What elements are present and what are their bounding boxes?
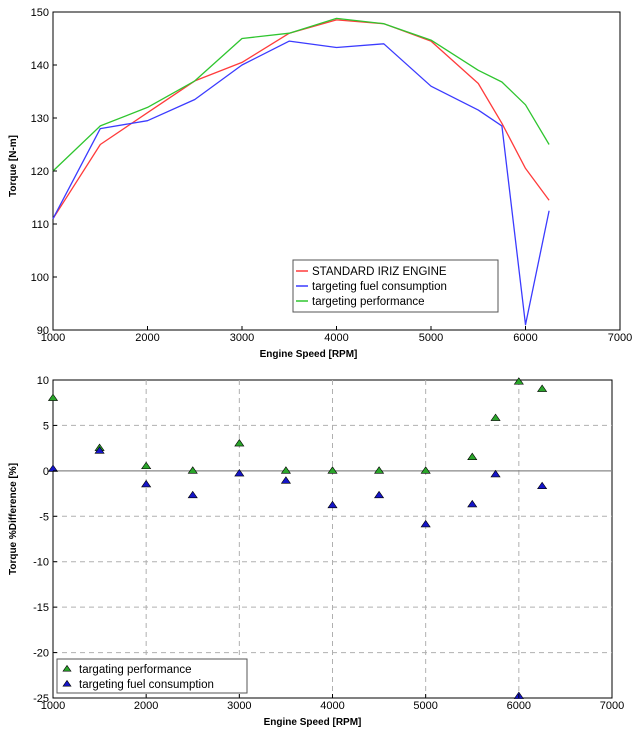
y-tick-label: 120 <box>31 166 49 178</box>
torque-y-ticks: 90 100 110 120 130 140 150 <box>31 7 57 337</box>
x-tick-label: 3000 <box>230 332 254 344</box>
torque-series-lines <box>52 17 550 326</box>
x-tick-label: 4000 <box>324 332 348 344</box>
difference-points <box>47 377 548 699</box>
difference-x-axis-label: Engine Speed [RPM] <box>264 717 362 728</box>
difference-legend-box <box>56 658 248 694</box>
x-tick-label: 7000 <box>608 332 632 344</box>
torque-x-ticks: 1000 2000 3000 4000 5000 6000 7000 <box>41 326 632 344</box>
legend-marker-performance <box>62 664 72 672</box>
x-tick-label: 4000 <box>320 700 344 712</box>
y-tick-label: 90 <box>37 325 49 337</box>
performance-point <box>537 384 548 392</box>
x-tick-label: 7000 <box>600 700 624 712</box>
x-tick-label: 2000 <box>135 332 159 344</box>
performance-point <box>47 393 59 401</box>
torque-legend: STANDARD IRIZ ENGINE targeting fuel cons… <box>292 259 499 313</box>
performance-point <box>513 377 524 385</box>
performance-series-line <box>52 17 550 172</box>
performance-point <box>141 461 152 470</box>
legend-label-performance: targeting performance <box>312 296 425 308</box>
legend-marker-fuel <box>62 679 72 687</box>
legend-label-performance: targating performance <box>79 664 192 676</box>
difference-y-axis-label: Torque %Difference [%] <box>8 463 19 575</box>
legend-label-fuel: targeting fuel consumption <box>79 679 214 691</box>
fuel-point <box>537 481 548 490</box>
fuel-point <box>94 446 105 454</box>
fuel-point <box>280 476 291 484</box>
fuel-point <box>420 519 431 528</box>
performance-point <box>467 452 478 460</box>
performance-point <box>374 466 385 474</box>
legend-label-fuel: targeting fuel consumption <box>312 281 447 293</box>
y-tick-label: 140 <box>31 60 49 72</box>
fuel-point <box>490 469 501 478</box>
x-tick-label: 6000 <box>513 332 537 344</box>
y-tick-label: 100 <box>31 272 49 284</box>
performance-point <box>280 466 291 474</box>
torque-difference-scatter-chart: 1000 2000 3000 4000 5000 6000 7000 -25 -20 -15 -1… <box>8 375 624 728</box>
x-tick-label: 5000 <box>419 332 443 344</box>
x-tick-label: 1000 <box>41 332 65 344</box>
x-tick-label: 2000 <box>134 700 158 712</box>
y-tick-label: -20 <box>33 648 49 660</box>
y-tick-label: -15 <box>33 602 49 614</box>
torque-x-axis-label: Engine Speed [RPM] <box>260 349 358 360</box>
difference-x-ticks: 1000 2000 3000 4000 5000 6000 7000 <box>41 694 624 712</box>
fuel-point <box>234 469 245 477</box>
difference-grid <box>53 380 612 698</box>
fuel-point <box>187 490 198 499</box>
x-tick-label: 1000 <box>41 700 65 712</box>
y-tick-label: -25 <box>33 693 49 705</box>
fuel-series-line <box>52 40 550 326</box>
performance-point <box>490 413 501 421</box>
y-tick-label: 150 <box>31 7 49 19</box>
y-tick-label: 130 <box>31 113 49 125</box>
standard-series-line <box>52 19 550 220</box>
fuel-point <box>374 490 385 499</box>
fuel-point <box>47 464 59 472</box>
x-tick-label: 6000 <box>507 700 531 712</box>
y-tick-label: 10 <box>37 375 49 387</box>
x-tick-label: 5000 <box>413 700 437 712</box>
fuel-point <box>141 479 152 488</box>
y-tick-label: -10 <box>33 557 49 569</box>
difference-y-ticks: -25 -20 -15 -10 -5 0 5 10 <box>33 375 57 705</box>
legend-label-standard: STANDARD IRIZ ENGINE <box>312 266 447 278</box>
x-tick-label: 3000 <box>227 700 251 712</box>
y-tick-label: -5 <box>39 511 49 523</box>
performance-point <box>327 466 338 474</box>
fuel-point <box>467 499 478 508</box>
performance-point <box>420 466 431 474</box>
fuel-point <box>327 500 338 509</box>
y-tick-label: 110 <box>31 219 49 231</box>
performance-point <box>234 439 245 447</box>
y-tick-label: 5 <box>43 420 49 432</box>
y-tick-label: 0 <box>43 466 49 478</box>
difference-legend: targating performance targeting fuel con… <box>56 658 248 694</box>
torque-y-axis-label: Torque [N-m] <box>8 135 19 197</box>
torque-legend-box <box>292 259 499 313</box>
performance-point <box>187 466 198 474</box>
torque-line-chart: 1000 2000 3000 4000 5000 6000 7000 90 100 110 120… <box>8 7 632 360</box>
